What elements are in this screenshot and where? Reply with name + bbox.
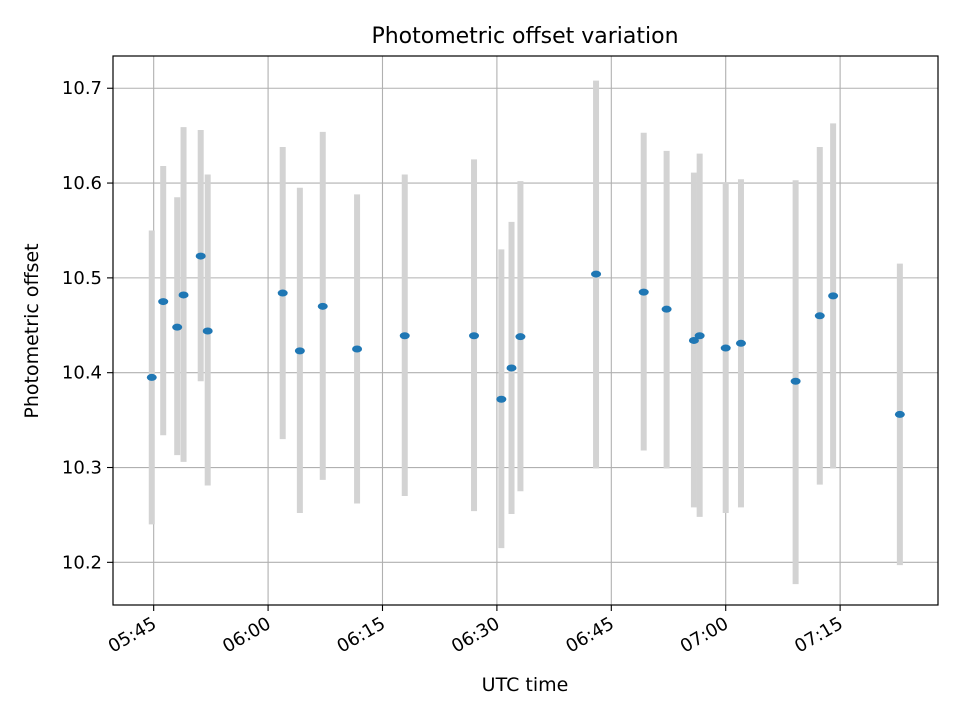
data-point — [202, 327, 213, 335]
data-point — [828, 292, 839, 300]
y-axis-label: Photometric offset — [21, 243, 43, 418]
data-point — [894, 410, 905, 418]
data-point — [178, 291, 189, 299]
data-point — [720, 344, 731, 352]
y-tick-label: 10.6 — [62, 173, 102, 194]
y-tick-label: 10.7 — [62, 78, 102, 99]
data-point — [496, 395, 507, 403]
y-tick-label: 10.2 — [62, 552, 102, 573]
plot-area-frame — [112, 55, 939, 606]
data-point — [172, 323, 183, 331]
y-tick-label: 10.4 — [62, 363, 102, 384]
y-tick-label: 10.5 — [62, 268, 102, 289]
data-point — [352, 345, 363, 353]
x-axis-label: UTC time — [482, 674, 569, 696]
data-point — [399, 332, 410, 340]
data-point — [694, 332, 705, 340]
data-point — [294, 347, 305, 355]
data-point — [146, 373, 157, 381]
data-point — [317, 302, 328, 310]
data-point — [158, 298, 169, 306]
y-tick-label: 10.3 — [62, 458, 102, 479]
data-point — [661, 305, 672, 313]
data-points — [146, 252, 905, 418]
data-point — [790, 377, 801, 385]
data-point — [469, 332, 480, 340]
data-point — [195, 252, 206, 260]
data-point — [515, 333, 526, 341]
data-point — [277, 289, 288, 297]
data-point — [688, 336, 699, 344]
data-point — [591, 270, 602, 278]
data-point — [814, 312, 825, 320]
data-point — [638, 288, 649, 296]
chart-title: Photometric offset variation — [371, 24, 678, 49]
data-point — [735, 339, 746, 347]
data-point — [506, 364, 517, 372]
